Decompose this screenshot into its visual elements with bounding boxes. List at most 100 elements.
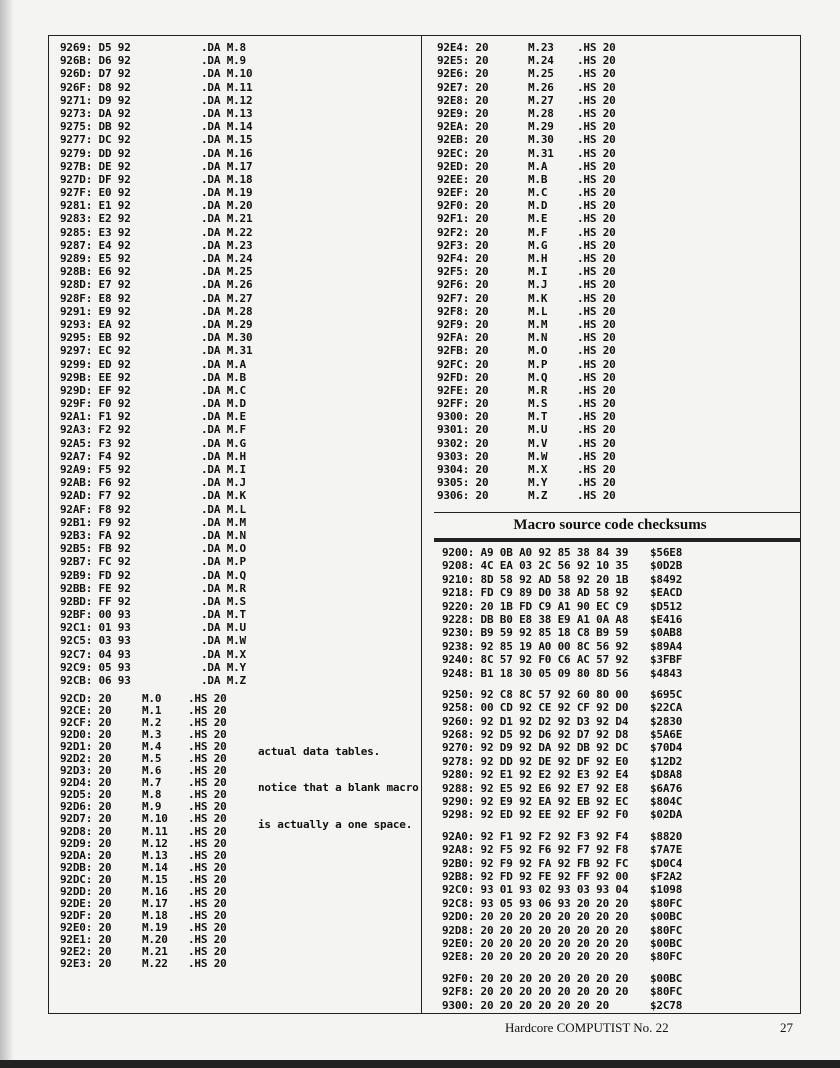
listing-cell: 92BD: FF 92 — [60, 594, 131, 608]
listing-cell: 92EA: 20 — [437, 120, 489, 134]
listing-cell: .HS 20 — [577, 265, 616, 279]
listing-line: 92F7: 20 M.K .HS 20 — [437, 292, 637, 305]
listing-cell: 9281: E1 92 — [60, 199, 131, 213]
listing-cell: M.21 — [142, 944, 168, 958]
listing-cell: .HS 20 — [577, 238, 616, 252]
listing-cell: 9279: DD 92 — [60, 146, 131, 160]
listing-cell: $2C78 — [650, 998, 683, 1012]
listing-cell: M.18 — [142, 908, 168, 922]
listing-cell: .DA M.19 — [201, 186, 253, 200]
group-gap — [442, 680, 792, 688]
listing-line: 92F5: 20 M.I .HS 20 — [437, 265, 637, 278]
checksum-line: 92A0: 92 F1 92 F2 92 F3 92 F4 $8820 — [442, 830, 792, 843]
listing-cell: 929F: F0 92 — [60, 397, 131, 411]
listing-cell: 9240: 8C 57 92 F0 C6 AC 57 92 — [442, 653, 629, 667]
listing-line: 9275: DB 92 .DA M.14 — [60, 120, 400, 133]
listing-line: 92FD: 20 M.Q .HS 20 — [437, 371, 637, 384]
listing-cell: $00BC — [650, 910, 683, 924]
listing-cell: M.P — [528, 357, 548, 371]
footer-page-number: 27 — [780, 1020, 793, 1035]
listing-line: 929F: F0 92 .DA M.D — [60, 397, 400, 410]
listing-cell: M.Q — [528, 370, 548, 384]
listing-cell: M.20 — [142, 932, 168, 946]
listing-line: 92ED: 20 M.A .HS 20 — [437, 160, 637, 173]
checksum-line: 9268: 92 D5 92 D6 92 D7 92 D8 $5A6E — [442, 728, 792, 741]
listing-cell: 92F0: 20 20 20 20 20 20 20 20 — [442, 971, 629, 985]
listing-cell: .HS 20 — [188, 932, 227, 946]
listing-cell: 92D0: 20 20 20 20 20 20 20 20 — [442, 910, 629, 924]
listing-cell: .HS 20 — [577, 93, 616, 107]
listing-line: 92F6: 20 M.J .HS 20 — [437, 278, 637, 291]
listing-line: 9297: EC 92 .DA M.31 — [60, 344, 400, 357]
listing-cell: $4843 — [650, 666, 683, 680]
listing-cell: M.L — [528, 304, 548, 318]
listing-cell: .HS 20 — [577, 449, 616, 463]
listing-cell: .HS 20 — [188, 752, 227, 766]
listing-cell: 9278: 92 DD 92 DE 92 DF 92 E0 — [442, 754, 629, 768]
listing-line: 9293: EA 92 .DA M.29 — [60, 318, 400, 331]
listing-cell: $F2A2 — [650, 869, 683, 883]
listing-cell: 92FF: 20 — [437, 397, 489, 411]
listing-line: 9302: 20 M.V .HS 20 — [437, 437, 637, 450]
checksum-line: 9280: 92 E1 92 E2 92 E3 92 E4 $D8A8 — [442, 768, 792, 781]
group-gap — [442, 822, 792, 830]
listing-cell: .HS 20 — [188, 800, 227, 814]
listing-cell: 92CD: 20 — [60, 692, 112, 705]
listing-cell: 92A9: F5 92 — [60, 463, 131, 476]
listing-cell: .HS 20 — [577, 120, 616, 134]
listing-cell: M.8 — [142, 788, 162, 802]
listing-cell: 92D1: 20 — [60, 740, 112, 754]
listing-cell: 9287: E4 92 — [60, 238, 131, 252]
listing-line: 927D: DF 92 .DA M.18 — [60, 173, 400, 186]
listing-cell: .HS 20 — [577, 54, 616, 68]
listing-cell: 92B9: FD 92 — [60, 568, 131, 582]
listing-cell: 926F: D8 92 — [60, 80, 131, 94]
listing-cell: M.C — [528, 186, 548, 200]
listing-cell: 92F7: 20 — [437, 291, 489, 305]
listing-cell: .DA M.R — [201, 581, 246, 595]
listing-cell: 92F6: 20 — [437, 278, 489, 292]
listing-cell: M.23 — [528, 41, 554, 54]
listing-cell: 9283: E2 92 — [60, 212, 131, 226]
listing-cell: .HS 20 — [577, 383, 616, 397]
listing-cell: $5A6E — [650, 728, 683, 742]
listing-cell: M.26 — [528, 80, 554, 94]
listing-line: 9273: DA 92 .DA M.13 — [60, 107, 400, 120]
listing-cell: .HS 20 — [188, 776, 227, 790]
listing-line: 92DC: 20 M.15 .HS 20 — [60, 873, 250, 886]
listing-line: 92B9: FD 92 .DA M.Q — [60, 569, 400, 582]
listing-cell: .HS 20 — [188, 836, 227, 850]
checksum-line: 92A8: 92 F5 92 F6 92 F7 92 F8 $7A7E — [442, 843, 792, 856]
listing-cell: M.V — [528, 436, 548, 450]
listing-line: 9299: ED 92 .DA M.A — [60, 358, 400, 371]
listing-line: 92DD: 20 M.16 .HS 20 — [60, 885, 250, 898]
checksum-line: 9210: 8D 58 92 AD 58 92 20 1B $8492 — [442, 573, 792, 586]
listing-cell: .HS 20 — [577, 172, 616, 186]
listing-cell: .DA M.D — [201, 397, 246, 411]
listing-line: 92B3: FA 92 .DA M.N — [60, 529, 400, 542]
listing-cell: .HS 20 — [188, 957, 227, 971]
checksum-line: 92C8: 93 05 93 06 93 20 20 20 $80FC — [442, 897, 792, 910]
listing-cell: 92ED: 20 — [437, 159, 489, 173]
listing-cell: 92C0: 93 01 93 02 93 03 93 04 — [442, 883, 629, 897]
listing-cell: 929D: EF 92 — [60, 383, 131, 397]
listing-line: 92D2: 20 M.5 .HS 20 — [60, 753, 250, 765]
listing-cell: M.X — [528, 463, 548, 476]
listing-da-table: 9269: D5 92 .DA M.8 926B: D6 92 .DA M.9 926D… — [60, 41, 400, 687]
listing-cell: 92AB: F6 92 — [60, 476, 131, 490]
listing-cell: .HS 20 — [188, 908, 227, 922]
listing-cell: 9248: B1 18 30 05 09 80 8D 56 — [442, 666, 629, 680]
listing-cell: .DA M.23 — [201, 238, 253, 252]
listing-line: 92AF: F8 92 .DA M.L — [60, 503, 400, 516]
checksum-line: 9238: 92 85 19 A0 00 8C 56 92 $89A4 — [442, 640, 792, 653]
listing-cell: .HS 20 — [577, 317, 616, 331]
listing-cell: .HS 20 — [188, 764, 227, 778]
listing-cell: .HS 20 — [577, 397, 616, 411]
checksum-line: 92C0: 93 01 93 02 93 03 93 04 $1098 — [442, 883, 792, 896]
listing-cell: .HS 20 — [188, 812, 227, 826]
listing-line: 9300: 20 M.T .HS 20 — [437, 410, 637, 423]
listing-line: 9285: E3 92 .DA M.22 — [60, 226, 400, 239]
listing-cell: .HS 20 — [188, 788, 227, 802]
listing-line: 92A1: F1 92 .DA M.E — [60, 410, 400, 423]
listing-cell: .DA M.S — [201, 594, 246, 608]
